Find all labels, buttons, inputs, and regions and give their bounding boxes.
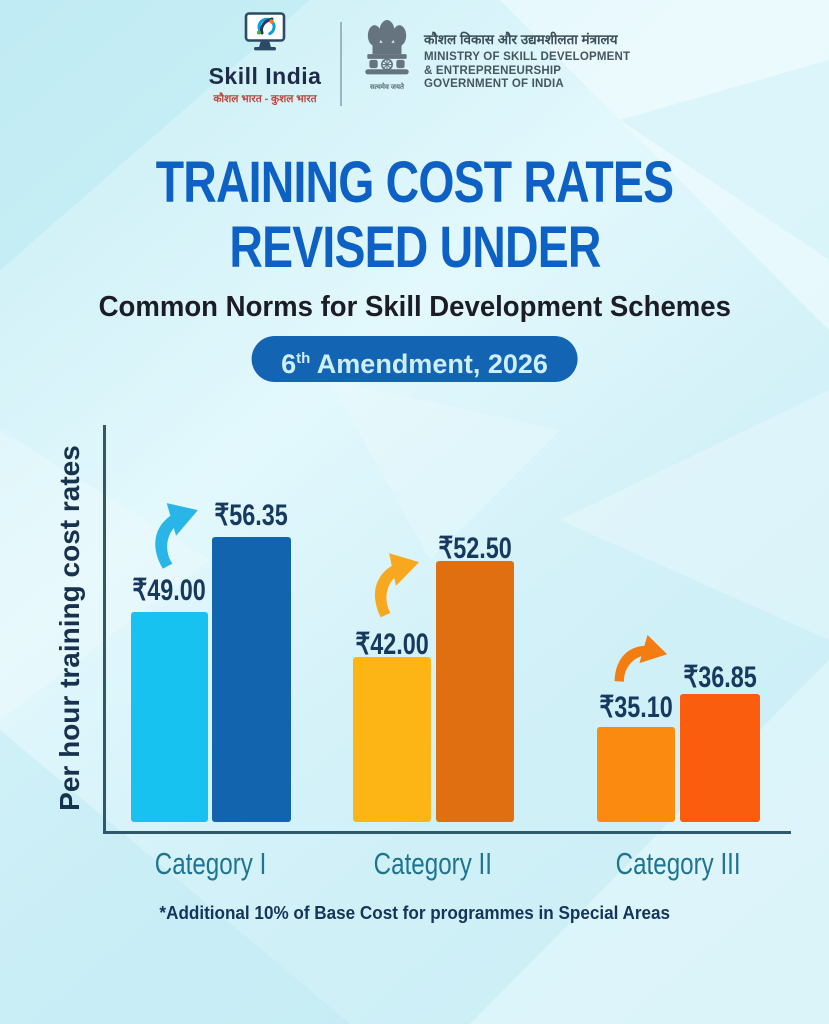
header: Skill India कौशल भारत - कुशल भारत bbox=[0, 8, 829, 108]
x-axis-line bbox=[103, 831, 791, 834]
value-label-category2-revised: ₹52.50 bbox=[438, 532, 512, 565]
ministry-name-line1: MINISTRY OF SKILL DEVELOPMENT bbox=[424, 51, 631, 63]
category-label-2: Category II bbox=[373, 846, 493, 881]
increase-arrow-icon-category3 bbox=[614, 634, 668, 682]
emblem-of-india-icon bbox=[365, 20, 409, 75]
category-label-3: Category III bbox=[615, 846, 741, 881]
value-label-category3-revised: ₹36.85 bbox=[683, 661, 757, 694]
y-axis-label: Per hour training cost rates bbox=[54, 445, 85, 811]
amendment-badge: 6th Amendment, 2026 bbox=[251, 336, 578, 382]
category-label-1: Category I bbox=[155, 846, 267, 881]
amendment-rest: Amendment, 2026 bbox=[310, 349, 548, 379]
bar-category3-earlier bbox=[597, 727, 675, 822]
value-label-category3-earlier: ₹35.10 bbox=[599, 691, 673, 724]
skill-india-name: Skill India bbox=[208, 63, 322, 89]
page-title: TRAINING COST RATES REVISED UNDER bbox=[0, 150, 829, 280]
skill-india-monitor-icon bbox=[244, 12, 286, 51]
increase-arrow-icon-category2 bbox=[374, 553, 420, 618]
header-divider bbox=[340, 22, 342, 106]
skill-india-logo: Skill India कौशल भारत - कुशल भारत bbox=[198, 12, 332, 106]
bar-category1-revised bbox=[212, 537, 291, 822]
amendment-ordinal: th bbox=[296, 350, 311, 367]
value-label-category2-earlier: ₹42.00 bbox=[355, 628, 429, 661]
y-axis-line bbox=[103, 425, 106, 834]
ministry-name-hindi: कौशल विकास और उद्यमशीलता मंत्रालय bbox=[424, 32, 618, 47]
bar-category2-earlier bbox=[353, 657, 431, 822]
emblem-motto: सत्यमेव जयते bbox=[369, 84, 405, 91]
value-label-category1-revised: ₹56.35 bbox=[214, 499, 288, 532]
footnote: *Additional 10% of Base Cost for program… bbox=[159, 903, 670, 923]
amendment-number: 6 bbox=[281, 349, 297, 379]
page-subtitle: Common Norms for Skill Development Schem… bbox=[98, 291, 731, 323]
bar-category2-revised bbox=[436, 561, 514, 822]
page-title-line2: REVISED UNDER bbox=[228, 215, 601, 280]
emblem-of-india: सत्यमेव जयते bbox=[360, 20, 414, 92]
ministry-name-line2: & ENTREPRENEURSHIP bbox=[424, 64, 562, 77]
ministry-text-block: कौशल विकास और उद्यमशीलता मंत्रालय MINIST… bbox=[424, 30, 654, 92]
page-title-line1: TRAINING COST RATES bbox=[155, 150, 674, 215]
bar-category1-earlier bbox=[131, 612, 208, 822]
bar-category3-revised bbox=[680, 694, 760, 822]
increase-arrow-icon-category1 bbox=[155, 503, 198, 569]
ministry-name-line3: GOVERNMENT OF INDIA bbox=[424, 78, 564, 90]
skill-india-tagline: कौशल भारत - कुशल भारत bbox=[213, 93, 317, 105]
value-label-category1-earlier: ₹49.00 bbox=[132, 574, 206, 607]
